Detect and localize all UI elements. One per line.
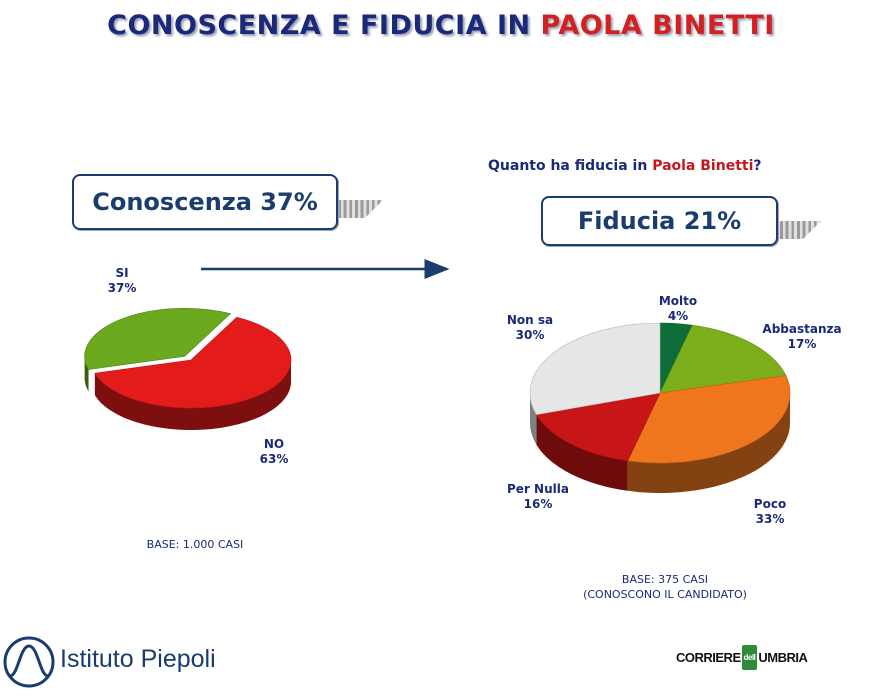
piepoli-logo-text: Istituto Piepoli	[60, 645, 216, 673]
pie1-label-si: SI 37%	[100, 266, 144, 296]
per-nulla-value: 16%	[523, 497, 553, 511]
non-sa-slice-side	[530, 393, 537, 445]
page-title: CONOSCENZA E FIDUCIA IN PAOLA BINETTI	[0, 10, 882, 41]
poco-name: Poco	[753, 497, 787, 511]
istituto-piepoli-logo: Istituto Piepoli	[2, 632, 217, 692]
poco-slice	[627, 375, 791, 464]
base-right-line1: BASE: 375 CASI	[621, 573, 709, 586]
question-suffix: ?	[753, 158, 762, 174]
pie2-label-per-nulla: Per Nulla 16%	[498, 482, 578, 512]
question-accent: Paola Binetti	[652, 158, 754, 174]
si-name: SI	[115, 266, 129, 280]
conoscenza-pie	[84, 308, 292, 430]
no-value: 63%	[259, 452, 289, 466]
pie2-label-non-sa: Non sa 30%	[494, 313, 566, 343]
fiducia-badge: Fiducia 21%	[541, 196, 778, 246]
abbastanza-value: 17%	[787, 337, 817, 351]
molto-value: 4%	[667, 309, 689, 323]
corriere-umbria-logo: CORRIERE dell UMBRIA	[676, 640, 808, 674]
non-sa-value: 30%	[515, 328, 545, 342]
pie1-label-no: NO 63%	[252, 437, 296, 467]
dell-logo-text: dell	[741, 644, 758, 670]
non-sa-slice	[529, 322, 661, 415]
pie2-label-poco: Poco 33%	[738, 497, 802, 527]
per-nulla-slice-side	[536, 414, 628, 491]
base-left: BASE: 1.000 CASI	[146, 538, 244, 551]
fiducia-question: Quanto ha fiducia in Paola Binetti?	[488, 158, 762, 174]
no-name: NO	[263, 437, 285, 451]
per-nulla-name: Per Nulla	[507, 482, 569, 496]
si-value: 37%	[107, 281, 137, 295]
non-sa-name: Non sa	[506, 313, 554, 327]
piepoli-emblem-icon	[3, 636, 55, 688]
abbastanza-slice	[659, 324, 787, 394]
base-right: BASE: 375 CASI (CONOSCONO IL CANDIDATO)	[530, 572, 800, 602]
title-accent: PAOLA BINETTI	[540, 10, 775, 41]
si-slice	[84, 308, 231, 370]
no-slice	[94, 316, 292, 409]
poco-slice-side	[627, 393, 790, 494]
title-main: CONOSCENZA E FIDUCIA IN	[107, 10, 531, 41]
poco-value: 33%	[755, 512, 785, 526]
corriere-logo-text: CORRIERE	[676, 649, 741, 665]
base-right-line2: (CONOSCONO IL CANDIDATO)	[583, 588, 747, 601]
umbria-logo-text: UMBRIA	[758, 649, 808, 665]
pie2-label-molto: Molto 4%	[652, 294, 704, 324]
conoscenza-badge: Conoscenza 37%	[72, 174, 338, 230]
pie2-label-abbastanza: Abbastanza 17%	[752, 322, 852, 352]
per-nulla-slice	[535, 392, 661, 462]
question-prefix: Quanto ha fiducia in	[488, 158, 648, 174]
abbastanza-name: Abbastanza	[762, 322, 842, 336]
no-slice-side	[94, 360, 291, 430]
si-slice-side	[84, 356, 89, 392]
molto-name: Molto	[658, 294, 698, 308]
fiducia-pie	[529, 322, 791, 494]
